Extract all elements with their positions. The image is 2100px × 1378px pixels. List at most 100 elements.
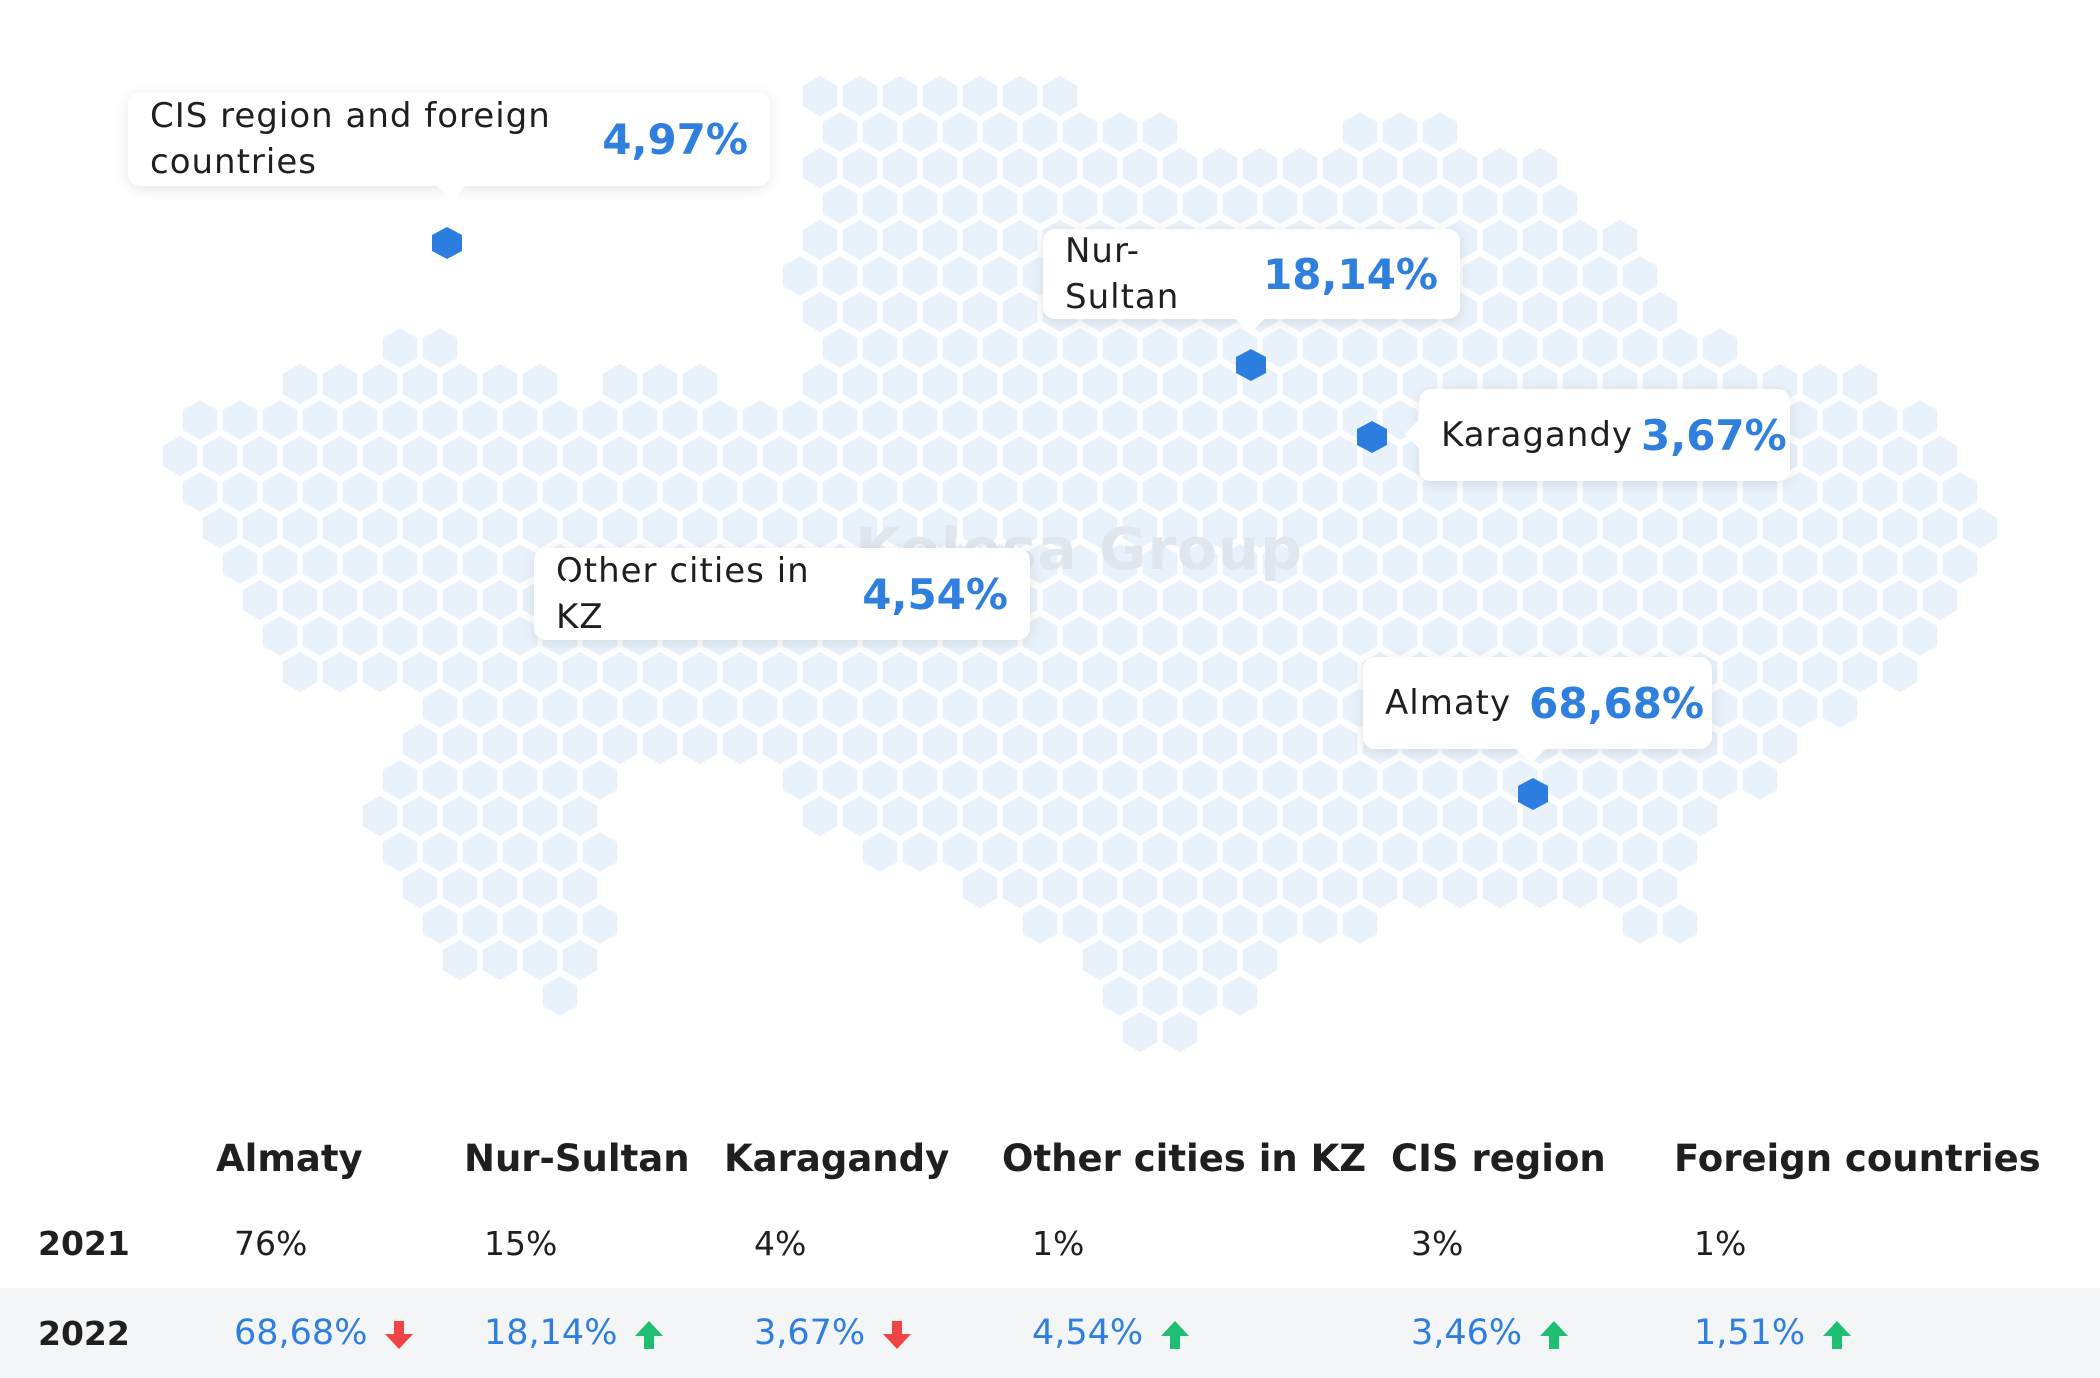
map-hex-cell: [1302, 328, 1338, 368]
callout-karagandy: Karagandy 3,67%: [1419, 389, 1790, 481]
map-hex-cell: [522, 508, 558, 548]
map-hex-cell: [1442, 796, 1478, 836]
map-hex-cell: [1062, 184, 1098, 224]
map-hex-cell: [522, 724, 558, 764]
map-hex-cell: [1482, 796, 1518, 836]
map-hex-cell: [1222, 976, 1258, 1016]
map-hex-cell: [1142, 616, 1178, 656]
map-hex-cell: [1042, 652, 1078, 692]
stats-table: Almaty Nur-Sultan Karagandy Other cities…: [0, 1118, 2100, 1378]
map-hex-cell: [802, 508, 838, 548]
map-hex-cell: [622, 400, 658, 440]
map-hex-cell: [1202, 868, 1238, 908]
map-hex-cell: [1282, 724, 1318, 764]
map-hex-cell: [1182, 688, 1218, 728]
map-hex-cell: [1302, 184, 1338, 224]
map-hex-cell: [1882, 436, 1918, 476]
map-hex-cell: [382, 544, 418, 584]
map-hex-cell: [942, 472, 978, 512]
map-hex-cell: [1262, 544, 1298, 584]
map-hex-cell: [502, 832, 538, 872]
map-hex-cell: [1262, 688, 1298, 728]
map-hex-cell: [582, 832, 618, 872]
map-hex-cell: [1882, 580, 1918, 620]
map-hex-cell: [1442, 868, 1478, 908]
map-hex-cell: [462, 904, 498, 944]
map-hex-cell: [222, 472, 258, 512]
map-hex-cell: [1162, 364, 1198, 404]
map-hex-cell: [1382, 760, 1418, 800]
map-hex-cell: [1022, 112, 1058, 152]
map-hex-cell: [1542, 184, 1578, 224]
map-hex-cell: [822, 760, 858, 800]
map-hex-cell: [962, 796, 998, 836]
map-hex-cell: [482, 940, 518, 980]
map-hex-cell: [742, 400, 778, 440]
map-hex-cell: [1142, 472, 1178, 512]
map-hex-cell: [1402, 148, 1438, 188]
map-hex-cell: [1122, 580, 1158, 620]
map-hex-cell: [1102, 112, 1138, 152]
down-arrow-icon: [881, 1319, 913, 1351]
map-hex-cell: [1042, 364, 1078, 404]
map-hex-cell: [1062, 760, 1098, 800]
map-hex-cell: [602, 724, 638, 764]
map-hex-cell: [322, 436, 358, 476]
map-hex-cell: [462, 760, 498, 800]
up-arrow-icon: [1538, 1319, 1570, 1351]
map-hex-cell: [542, 832, 578, 872]
map-hex-cell: [262, 544, 298, 584]
map-hex-cell: [1242, 436, 1278, 476]
map-hex-cell: [222, 400, 258, 440]
map-hex-cell: [1802, 436, 1838, 476]
map-hex-cell: [582, 760, 618, 800]
map-hex-cell: [1162, 148, 1198, 188]
map-hex-cell: [1282, 580, 1318, 620]
map-hex-cell: [1862, 616, 1898, 656]
map-hex-cell: [1722, 508, 1758, 548]
map-hex-cell: [1022, 328, 1058, 368]
map-hex-cell: [262, 472, 298, 512]
map-hex-cell: [322, 652, 358, 692]
map-hex-cell: [1002, 292, 1038, 332]
callout-value: 3,67%: [1641, 410, 1787, 460]
map-hex-cell: [702, 472, 738, 512]
map-hex-cell: [1522, 580, 1558, 620]
map-hex-cell: [642, 364, 678, 404]
map-hex-cell: [302, 400, 338, 440]
map-hex-cell: [1562, 508, 1598, 548]
map-hex-cell: [882, 76, 918, 116]
map-hex-cell: [902, 256, 938, 296]
map-hex-cell: [1622, 904, 1658, 944]
map-hex-cell: [1782, 544, 1818, 584]
map-hex-cell: [1682, 508, 1718, 548]
map-hex-cell: [862, 328, 898, 368]
map-hex-cell: [1962, 508, 1998, 548]
map-hex-cell: [1442, 508, 1478, 548]
map-hex-cell: [842, 220, 878, 260]
map-hex-cell: [1142, 976, 1178, 1016]
map-hex-cell: [1602, 580, 1638, 620]
header-year: [0, 1118, 216, 1198]
map-hex-cell: [982, 832, 1018, 872]
map-hex-cell: [1362, 868, 1398, 908]
marker-nur-sultan[interactable]: [1236, 349, 1266, 381]
map-hex-cell: [1002, 436, 1038, 476]
map-hex-cell: [822, 112, 858, 152]
map-hex-cell: [1822, 688, 1858, 728]
map-hex-cell: [1722, 652, 1758, 692]
map-hex-cell: [422, 904, 458, 944]
map-hex-cell: [1162, 724, 1198, 764]
map-hex-cell: [962, 76, 998, 116]
map-hex-cell: [1082, 148, 1118, 188]
map-hex-cell: [1242, 652, 1278, 692]
map-hex-cell: [1502, 544, 1538, 584]
map-hex-cell: [522, 868, 558, 908]
marker-karagandy[interactable]: [1357, 421, 1387, 453]
map-hex-cell: [282, 652, 318, 692]
map-hex-cell: [822, 472, 858, 512]
map-hex-cell: [1862, 544, 1898, 584]
cell-value: 76%: [234, 1223, 308, 1263]
map-hex-cell: [1022, 688, 1058, 728]
map-hex-cell: [702, 400, 738, 440]
